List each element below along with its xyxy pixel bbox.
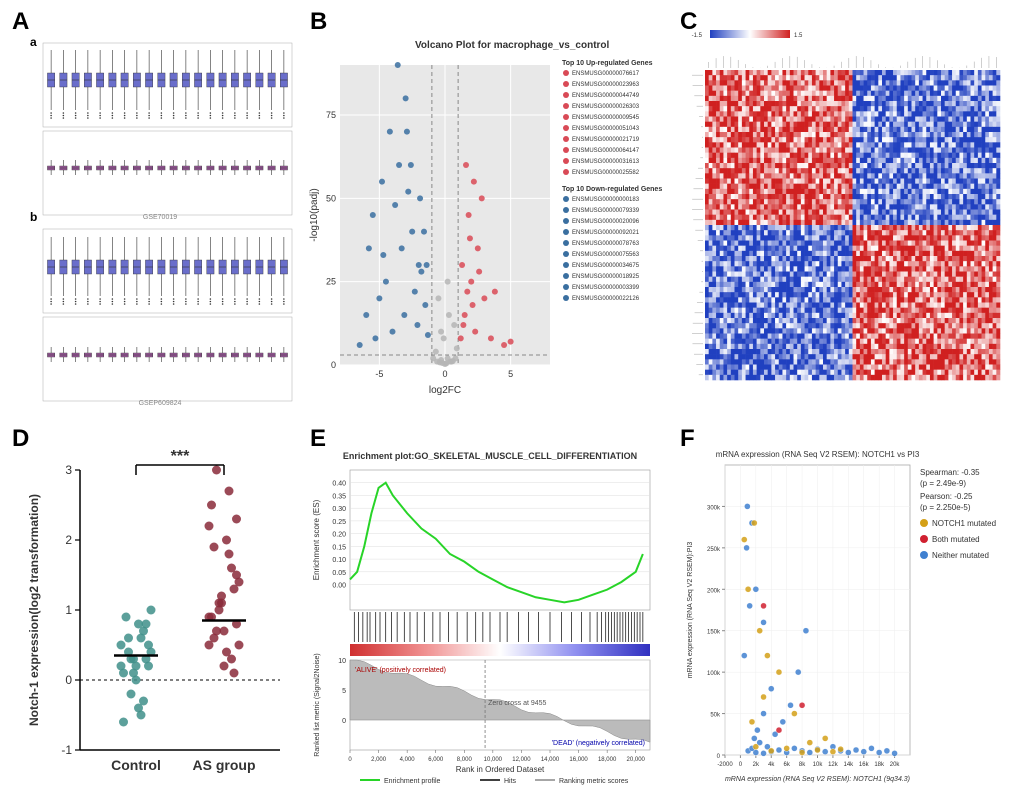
svg-text:ENSMUSG00000044749: ENSMUSG00000044749: [572, 93, 640, 99]
svg-text:-log10(padj): -log10(padj): [309, 188, 320, 241]
svg-text:1.5: 1.5: [794, 33, 803, 39]
svg-text:50: 50: [326, 193, 336, 203]
svg-text:-1.5: -1.5: [692, 33, 703, 39]
panel-f-scatter: mRNA expression (RNA Seq V2 RSEM): NOTCH…: [680, 445, 1010, 795]
panel-c-heatmap: -1.5 1.5: [680, 30, 1010, 400]
svg-text:0: 0: [331, 360, 336, 370]
svg-text:ENSMUSG00000051043: ENSMUSG00000051043: [572, 126, 640, 132]
svg-text:GSEP609824: GSEP609824: [139, 400, 182, 407]
panel-b-volcano: Volcano Plot for macrophage_vs_control -5…: [305, 30, 675, 400]
svg-text:ENSMUSG00000079339: ENSMUSG00000079339: [572, 208, 640, 214]
svg-text:Top 10 Down-regulated Genes: Top 10 Down-regulated Genes: [562, 186, 662, 193]
svg-text:ENSMUSG00000023963: ENSMUSG00000023963: [572, 82, 640, 88]
panel-label-a: A: [12, 8, 29, 36]
svg-text:ENSMUSG00000034675: ENSMUSG00000034675: [572, 263, 640, 269]
svg-text:ENSMUSG00000009545: ENSMUSG00000009545: [572, 115, 640, 121]
svg-text:ENSMUSG00000064147: ENSMUSG00000064147: [572, 148, 640, 154]
svg-text:ENSMUSG00000022126: ENSMUSG00000022126: [572, 296, 640, 302]
svg-text:5: 5: [508, 369, 513, 379]
svg-text:ENSMUSG00000021719: ENSMUSG00000021719: [572, 137, 640, 143]
panel-a-boxplots: GSE70019 GSEP609824: [20, 40, 300, 410]
svg-text:log2FC: log2FC: [429, 385, 461, 396]
svg-text:Volcano Plot for macrophage_vs: Volcano Plot for macrophage_vs_control: [415, 40, 610, 51]
svg-text:Top 10 Up-regulated Genes: Top 10 Up-regulated Genes: [562, 60, 653, 67]
figure-root: A B C D E F a b GSE70019GSEP609824 Volca…: [0, 0, 1020, 804]
svg-text:ENSMUSG00000018925: ENSMUSG00000018925: [572, 274, 640, 280]
svg-text:ENSMUSG00000075563: ENSMUSG00000075563: [572, 252, 640, 258]
panel-d-dotplot: -10123ControlAS groupNotch-1 expression(…: [20, 445, 300, 795]
svg-text:ENSMUSG00000031613: ENSMUSG00000031613: [572, 159, 640, 165]
svg-text:ENSMUSG00000000183: ENSMUSG00000000183: [572, 197, 640, 203]
svg-text:75: 75: [326, 110, 336, 120]
svg-text:25: 25: [326, 277, 336, 287]
svg-text:ENSMUSG00000003399: ENSMUSG00000003399: [572, 285, 640, 291]
svg-text:GSE70019: GSE70019: [143, 214, 177, 221]
svg-text:ENSMUSG00000025582: ENSMUSG00000025582: [572, 170, 640, 176]
svg-text:ENSMUSG00000092021: ENSMUSG00000092021: [572, 230, 640, 236]
svg-text:-5: -5: [375, 369, 383, 379]
svg-text:ENSMUSG00000020096: ENSMUSG00000020096: [572, 219, 640, 225]
svg-text:0: 0: [442, 369, 447, 379]
svg-text:ENSMUSG00000026303: ENSMUSG00000026303: [572, 104, 640, 110]
panel-e-gsea: Enrichment plot:GO_SKELETAL_MUSCLE_CELL_…: [305, 445, 675, 795]
svg-text:ENSMUSG00000076617: ENSMUSG00000076617: [572, 71, 640, 77]
svg-text:ENSMUSG00000078763: ENSMUSG00000078763: [572, 241, 640, 247]
